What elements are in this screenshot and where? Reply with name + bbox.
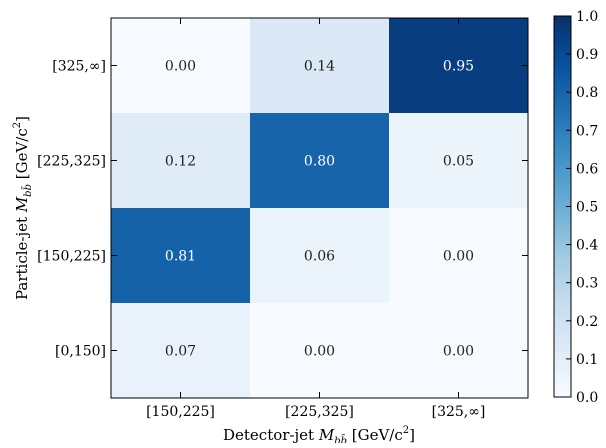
x-tick-label: [225,325] bbox=[285, 404, 354, 420]
colorbar: 0.0 0.1 0.2 0.3 0.4 0.5 0.6 0.7 0.8 0.9 1.0 bbox=[553, 9, 598, 406]
heatmap-cell bbox=[111, 18, 251, 114]
x-axis-title: Detector-jet Mbb̄ [GeV/c2] bbox=[223, 425, 415, 443]
colorbar-tick-label: 0.1 bbox=[576, 352, 598, 368]
y-tick-label: [150,225] bbox=[37, 249, 106, 265]
cell-value-label: 0.12 bbox=[165, 154, 196, 170]
colorbar-tick-label: 0.6 bbox=[576, 161, 598, 177]
colorbar-ticks: 0.0 0.1 0.2 0.3 0.4 0.5 0.6 0.7 0.8 0.9 1.0 bbox=[566, 9, 598, 406]
colorbar-tick-label: 0.8 bbox=[576, 85, 598, 101]
colorbar-tick-label: 0.0 bbox=[576, 390, 598, 406]
y-axis: [0,150] [150,225] [225,325] [325,∞] bbox=[37, 59, 528, 360]
colorbar-tick-label: 0.4 bbox=[576, 238, 598, 254]
y-axis-title: Particle-jet Mbb̄ [GeV/c2] bbox=[12, 116, 34, 300]
y-tick-label: [0,150] bbox=[55, 344, 106, 360]
cell-value-label: 0.95 bbox=[443, 59, 474, 75]
cell-value-label: 0.05 bbox=[443, 154, 474, 170]
y-tick-label: [225,325] bbox=[37, 154, 106, 170]
heatmap-cell bbox=[111, 113, 251, 209]
heatmap-cell bbox=[250, 303, 390, 399]
x-tick-label: [325,∞] bbox=[432, 404, 486, 420]
colorbar-tick-label: 0.2 bbox=[576, 314, 598, 330]
x-axis: [150,225] [225,325] [325,∞] bbox=[146, 18, 485, 420]
x-tick-label: [150,225] bbox=[146, 404, 215, 420]
cell-value-label: 0.00 bbox=[304, 344, 335, 360]
cell-value-label: 0.06 bbox=[304, 249, 335, 265]
heatmap-cell bbox=[111, 303, 251, 399]
heatmap-cell bbox=[389, 208, 529, 304]
cell-value-label: 0.00 bbox=[165, 59, 196, 75]
heatmap-cell bbox=[111, 208, 251, 304]
colorbar-tick-label: 0.7 bbox=[576, 123, 598, 139]
cell-value-label: 0.81 bbox=[165, 249, 196, 265]
heatmap-cell bbox=[389, 113, 529, 209]
heatmap-cell bbox=[250, 208, 390, 304]
y-tick-label: [325,∞] bbox=[52, 59, 106, 75]
colorbar-tick-label: 0.3 bbox=[576, 276, 598, 292]
cell-value-label: 0.14 bbox=[304, 59, 335, 75]
heatmap-cells: 0.00 0.14 0.95 0.12 0.80 0.05 0.81 0.06 0.00 0.07… bbox=[111, 18, 529, 399]
colorbar-tick-label: 0.5 bbox=[576, 200, 598, 216]
colorbar-tick-label: 0.9 bbox=[576, 47, 598, 63]
colorbar-tick-label: 1.0 bbox=[576, 9, 598, 25]
heatmap-cell bbox=[389, 303, 529, 399]
cell-value-label: 0.00 bbox=[443, 249, 474, 265]
cell-value-label: 0.00 bbox=[443, 344, 474, 360]
cell-value-label: 0.07 bbox=[165, 344, 196, 360]
heatmap-cell bbox=[250, 18, 390, 114]
heatmap-cell bbox=[250, 113, 390, 209]
cell-value-label: 0.80 bbox=[304, 154, 335, 170]
heatmap-cell bbox=[389, 18, 529, 114]
